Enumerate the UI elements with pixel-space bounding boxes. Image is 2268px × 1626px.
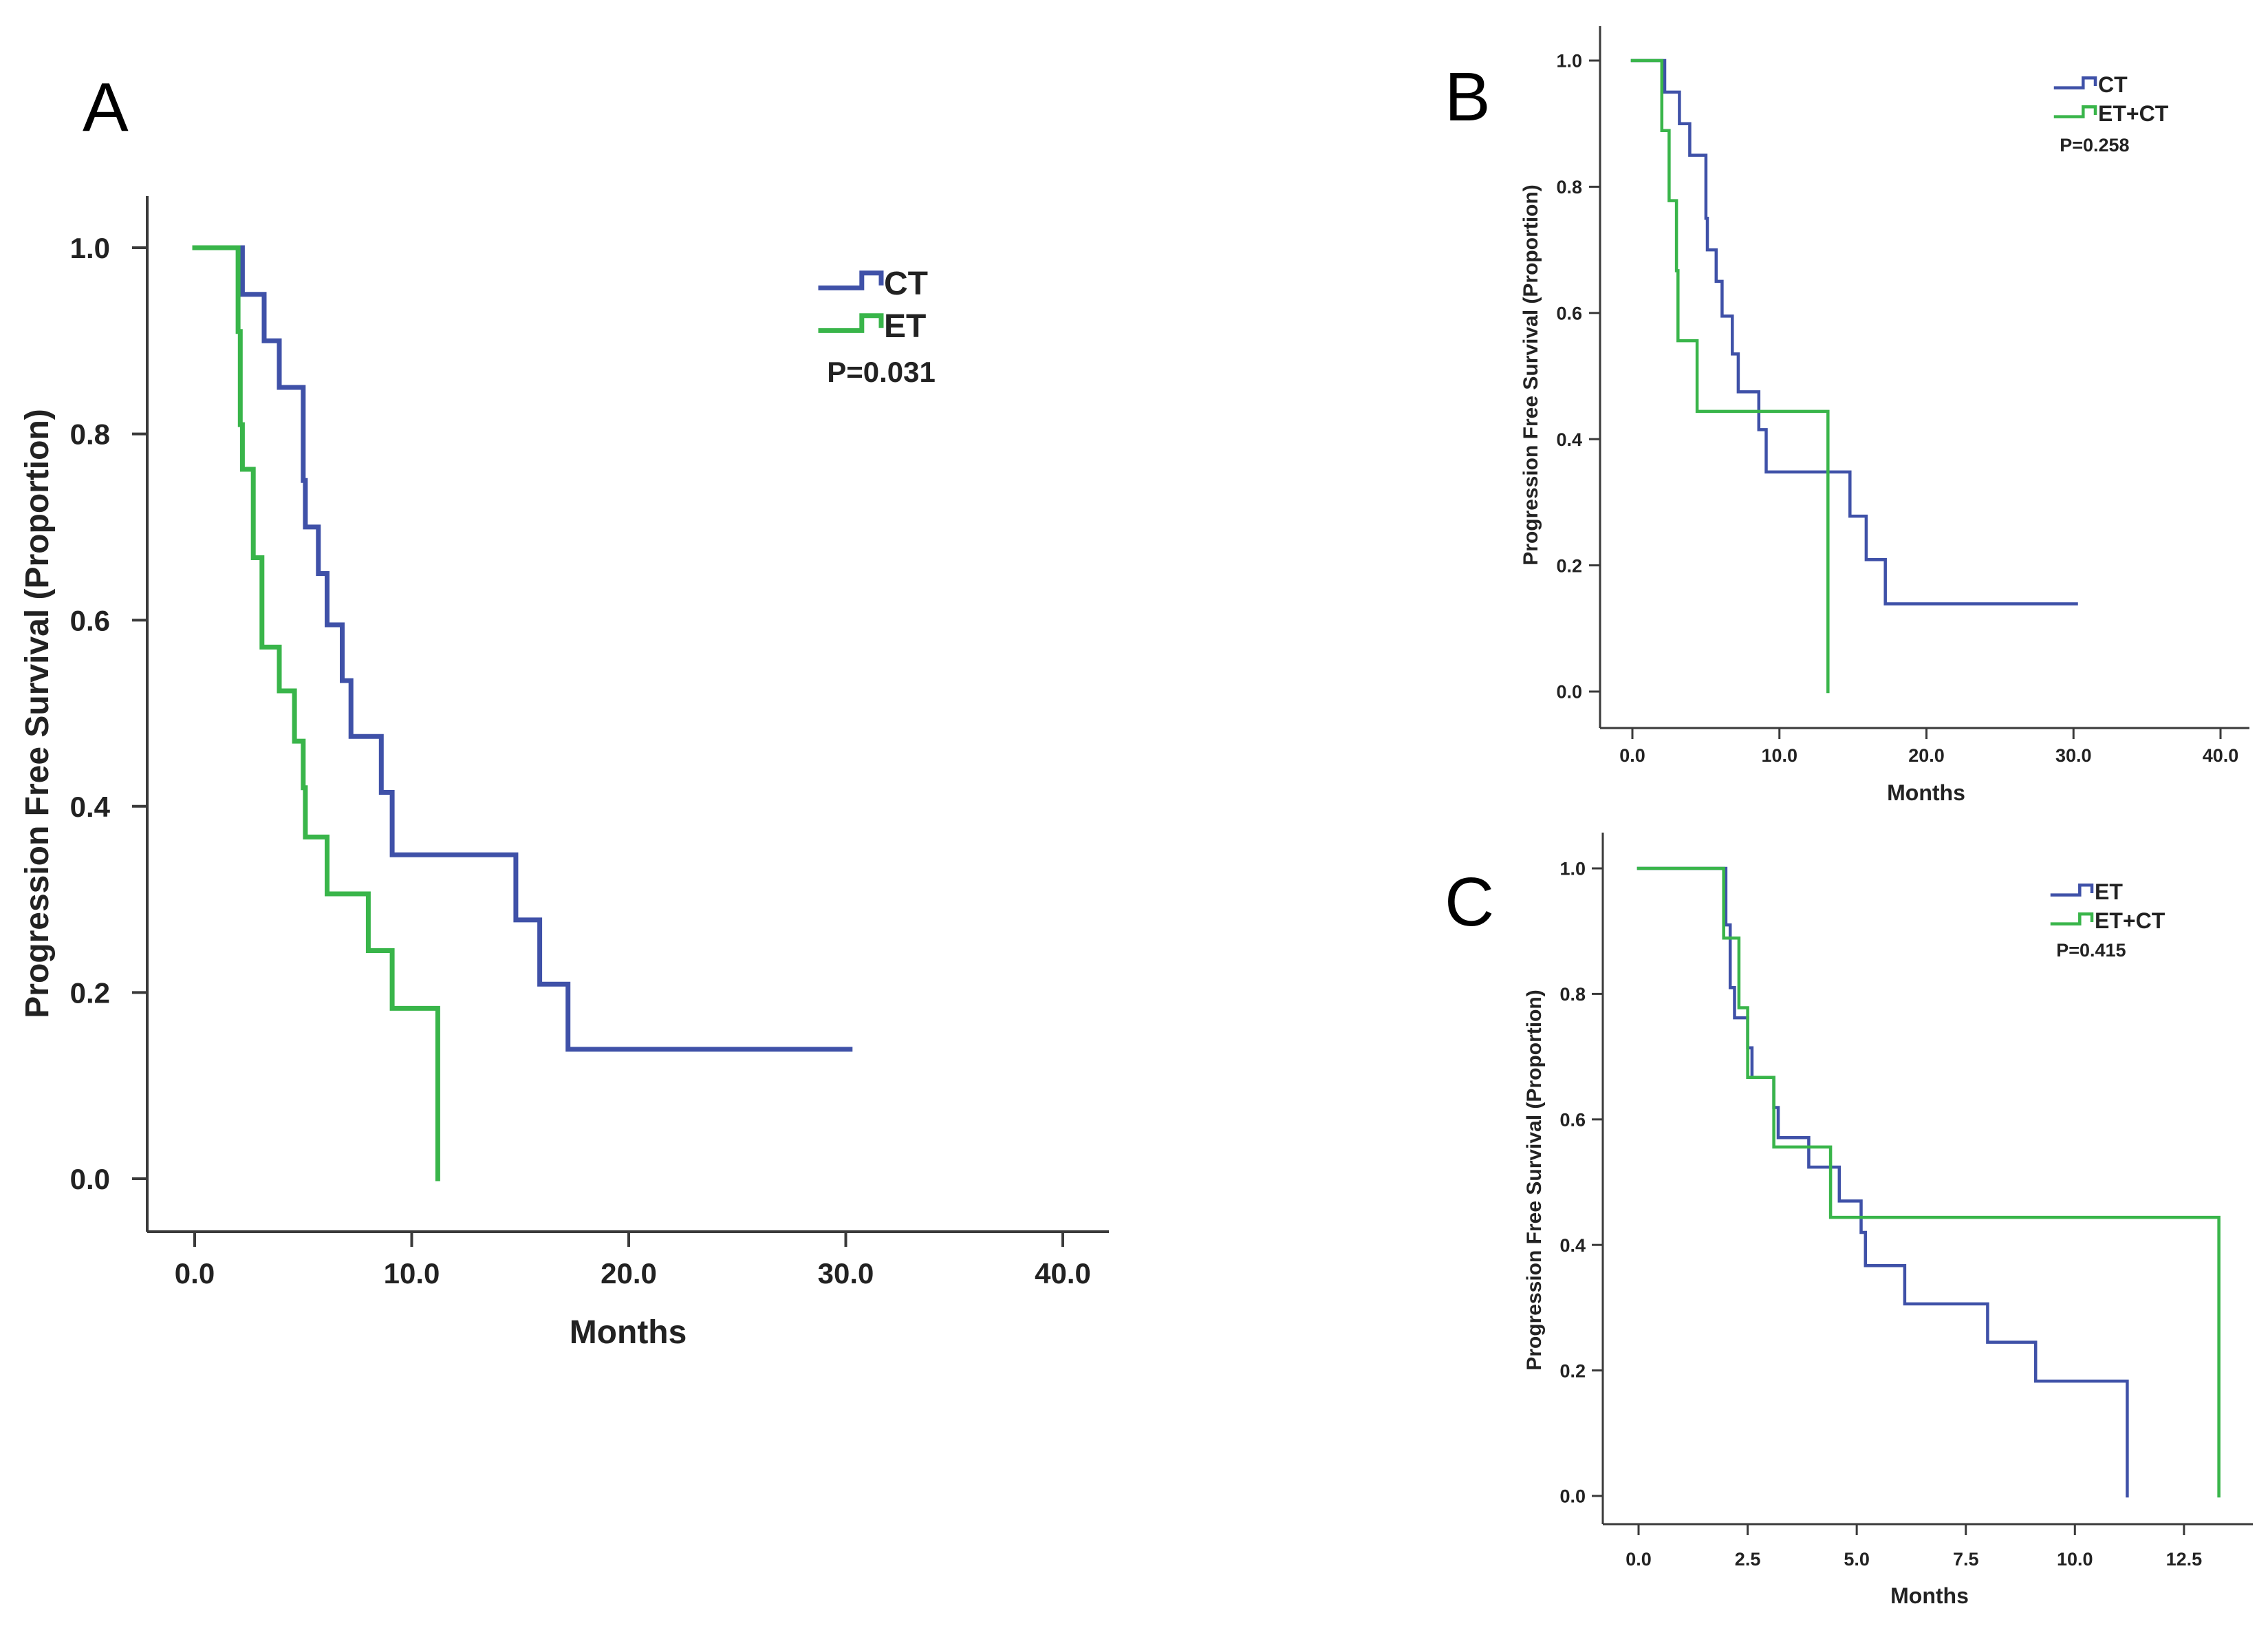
- panel-label: A: [83, 69, 129, 146]
- x-axis-title: Months: [570, 1314, 687, 1351]
- y-axis-title: Progression Free Survival (Proportion): [1523, 989, 1546, 1370]
- y-tick-label: 0.8: [1556, 177, 1582, 197]
- y-tick-label: 1.0: [1556, 51, 1582, 72]
- y-tick-label: 0.2: [70, 977, 110, 1009]
- panel-label: B: [1445, 58, 1491, 136]
- y-tick-label: 0.0: [70, 1163, 110, 1195]
- y-axis-title: Progression Free Survival (Proportion): [19, 409, 56, 1018]
- y-tick-label: 0.8: [70, 418, 110, 451]
- x-tick-label: 30.0: [818, 1257, 874, 1290]
- x-tick-label: 20.0: [601, 1257, 657, 1290]
- panel-a: A 0.0 10.0 20.0 30.0 40.0 0.0 0.2 0.4 0.6 0.8 1.0 Mo…: [19, 69, 1109, 1351]
- legend-swatch: [818, 313, 884, 333]
- legend-swatch: [2050, 912, 2094, 926]
- x-tick-label: 7.5: [1953, 1549, 1979, 1570]
- legend-label: CT: [884, 266, 928, 302]
- series-et-curve: [192, 245, 440, 1181]
- y-tick-label: 0.0: [1559, 1486, 1586, 1507]
- x-tick-label: 20.0: [1908, 745, 1945, 766]
- x-tick-label: 2.5: [1735, 1549, 1761, 1570]
- x-tick-label: 12.5: [2166, 1549, 2203, 1570]
- y-tick-label: 0.4: [1556, 429, 1582, 450]
- x-tick-label: 30.0: [2055, 745, 2092, 766]
- legend-label: CT: [2098, 72, 2128, 97]
- x-tick-label: 40.0: [1035, 1257, 1091, 1290]
- p-value: P=0.415: [2056, 940, 2126, 961]
- x-tick-label: 0.0: [175, 1257, 215, 1290]
- y-tick-label: 0.0: [1556, 682, 1582, 703]
- x-tick-label: 10.0: [1761, 745, 1797, 766]
- x-tick-label: 10.0: [2057, 1549, 2093, 1570]
- legend-label: ET: [884, 308, 926, 345]
- p-value: P=0.031: [827, 356, 936, 388]
- y-tick-label: 0.8: [1559, 984, 1586, 1005]
- x-tick-label: 0.0: [1626, 1549, 1652, 1570]
- panel-label: C: [1445, 864, 1494, 941]
- y-tick-label: 0.6: [70, 604, 110, 637]
- panel-b: B 0.0 10.0 20.0 30.0 40.0 0.0 0.2 0.4 0.6 0.8 1.0 Mo…: [1445, 26, 2249, 805]
- series-ct-curve: [192, 245, 853, 1052]
- p-value: P=0.258: [2060, 135, 2129, 156]
- series-et-ct-curve: [1630, 58, 1830, 694]
- y-tick-label: 1.0: [1559, 859, 1586, 879]
- y-tick-label: 0.2: [1556, 555, 1582, 576]
- legend-swatch: [2050, 883, 2094, 897]
- y-tick-label: 0.6: [1556, 303, 1582, 324]
- y-tick-label: 0.4: [1559, 1235, 1586, 1256]
- legend-swatch: [2053, 105, 2097, 118]
- legend-label: ET: [2095, 879, 2123, 904]
- legend-label: ET+CT: [2098, 101, 2169, 126]
- y-axis-title: Progression Free Survival (Proportion): [1520, 184, 1542, 565]
- series-et-curve: [1637, 866, 2129, 1498]
- x-tick-label: 40.0: [2203, 745, 2239, 766]
- legend-swatch: [2053, 76, 2097, 89]
- y-tick-label: 0.6: [1559, 1110, 1586, 1131]
- y-tick-label: 0.2: [1559, 1360, 1586, 1381]
- panel-c: C 0.0 2.5 5.0 7.5 10.0 12.5 0.0 0.2 0.4 0.6 0.8 1.0 M…: [1445, 833, 2253, 1608]
- x-tick-label: 10.0: [384, 1257, 440, 1290]
- x-tick-label: 5.0: [1844, 1549, 1870, 1570]
- legend-label: ET+CT: [2095, 908, 2166, 933]
- legend-swatch: [818, 270, 884, 290]
- series-et-ct-curve: [1637, 866, 2221, 1498]
- x-axis-title: Months: [1890, 1583, 1969, 1608]
- x-axis-title: Months: [1887, 780, 1965, 805]
- series-ct-curve: [1630, 58, 2078, 606]
- y-tick-label: 1.0: [70, 232, 110, 264]
- x-tick-label: 0.0: [1619, 745, 1645, 766]
- y-tick-label: 0.4: [70, 791, 111, 823]
